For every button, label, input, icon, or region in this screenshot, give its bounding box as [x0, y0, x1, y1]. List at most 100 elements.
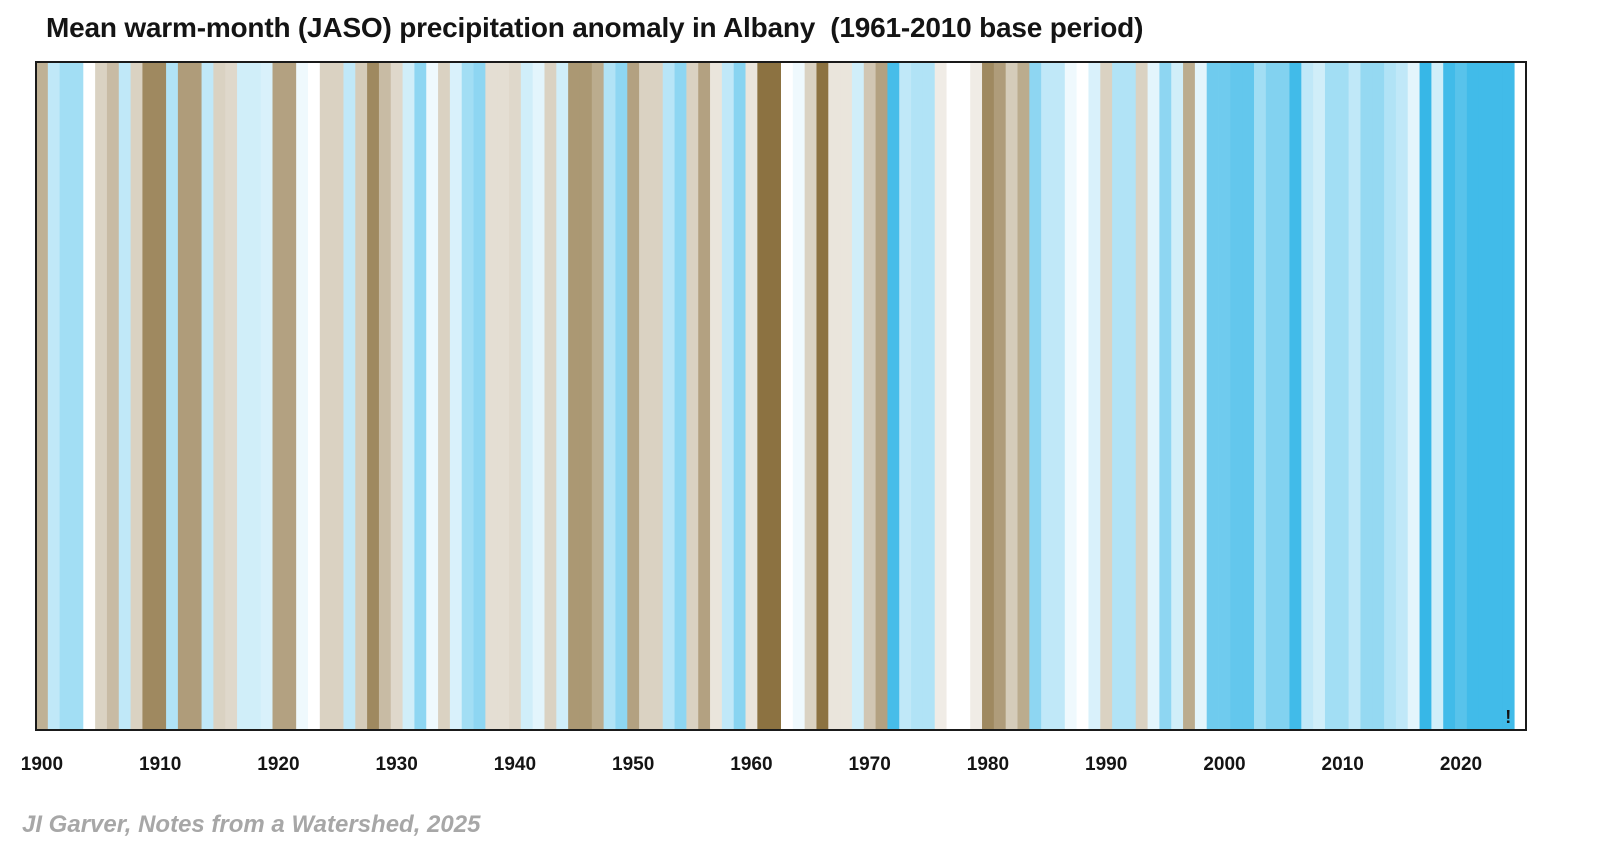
stripe-1971: [875, 62, 888, 730]
stripe-1909: [142, 62, 155, 730]
stripe-1993: [1135, 62, 1148, 730]
stripe-1994: [1147, 62, 1160, 730]
stripe-1941: [520, 62, 534, 730]
stripe-2009: [1324, 62, 1338, 730]
stripe-1972: [887, 62, 900, 730]
stripe-1919: [260, 62, 273, 730]
stripe-2023: [1490, 62, 1503, 730]
stripe-1942: [532, 62, 545, 730]
stripe-1999: [1206, 62, 1219, 730]
stripe-1907: [118, 62, 132, 730]
stripe-1949: [615, 62, 628, 730]
stripe-1970: [863, 62, 877, 730]
x-tick-label-1930: 1930: [376, 754, 418, 775]
stripe-1922: [296, 62, 309, 730]
stripe-1929: [378, 62, 392, 730]
chart-title: Mean warm-month (JASO) precipitation ano…: [46, 12, 1144, 43]
stripe-1930: [390, 62, 403, 730]
stripe-1928: [367, 62, 380, 730]
stripe-1990: [1100, 62, 1113, 730]
stripe-1948: [603, 62, 616, 730]
stripe-1923: [307, 62, 321, 730]
stripe-1960: [745, 62, 758, 730]
stripe-2006: [1289, 62, 1302, 730]
credit-text: JI Garver, Notes from a Watershed, 2025: [22, 811, 481, 838]
stripe-1986: [1052, 62, 1066, 730]
x-tick-label-1910: 1910: [139, 754, 181, 775]
stripe-1995: [1159, 62, 1172, 730]
stripe-2022: [1478, 62, 1491, 730]
stripe-1905: [95, 62, 108, 730]
stripe-1939: [497, 62, 510, 730]
x-tick-label-1980: 1980: [967, 754, 1009, 775]
stripe-2001: [1230, 62, 1243, 730]
x-tick-label-1960: 1960: [730, 754, 772, 775]
stripe-1946: [579, 62, 593, 730]
stripe-2005: [1277, 62, 1290, 730]
stripe-1916: [225, 62, 238, 730]
stripe-1966: [816, 62, 829, 730]
stripe-1925: [331, 62, 344, 730]
stripe-2021: [1466, 62, 1480, 730]
stripe-1943: [544, 62, 557, 730]
stripe-2000: [1218, 62, 1231, 730]
stripe-1957: [710, 62, 723, 730]
x-tick-label-1970: 1970: [849, 754, 891, 775]
stripe-2019: [1443, 62, 1456, 730]
stripe-1964: [792, 62, 806, 730]
stripe-1982: [1005, 62, 1018, 730]
stripe-1903: [71, 62, 84, 730]
stripe-1918: [248, 62, 262, 730]
stripe-1912: [177, 62, 191, 730]
stripe-2024: [1502, 62, 1515, 730]
stripe-1959: [733, 62, 746, 730]
stripe-1944: [556, 62, 569, 730]
stripe-2016: [1407, 62, 1420, 730]
x-tick-label-1900: 1900: [21, 754, 63, 775]
stripe-1977: [946, 62, 959, 730]
stripe-1920: [272, 62, 285, 730]
stripe-1947: [591, 62, 605, 730]
stripe-1997: [1183, 62, 1196, 730]
stripe-1998: [1194, 62, 1208, 730]
stripe-1985: [1041, 62, 1054, 730]
stripe-2007: [1301, 62, 1314, 730]
x-tick-label-1940: 1940: [494, 754, 536, 775]
stripe-1926: [343, 62, 356, 730]
stripe-1983: [1017, 62, 1030, 730]
stripe-1906: [106, 62, 120, 730]
stripe-2008: [1313, 62, 1326, 730]
stripe-1904: [83, 62, 96, 730]
stripe-1910: [154, 62, 167, 730]
stripe-1954: [674, 62, 687, 730]
stripe-2012: [1360, 62, 1373, 730]
stripe-1965: [804, 62, 817, 730]
stripe-1917: [237, 62, 250, 730]
stripes-layer: [36, 62, 1515, 730]
stripe-1975: [922, 62, 936, 730]
stripe-1937: [473, 62, 486, 730]
stripe-1955: [686, 62, 699, 730]
stripe-1969: [851, 62, 865, 730]
stripe-2020: [1455, 62, 1468, 730]
stripe-1958: [721, 62, 735, 730]
stripe-1927: [355, 62, 368, 730]
stripe-1908: [130, 62, 143, 730]
stripe-1934: [438, 62, 451, 730]
stripe-1968: [840, 62, 853, 730]
x-tick-label-2010: 2010: [1322, 754, 1364, 775]
stripe-1936: [461, 62, 474, 730]
x-tick-label-1990: 1990: [1085, 754, 1127, 775]
stripe-2004: [1265, 62, 1279, 730]
stripe-1981: [993, 62, 1007, 730]
stripe-1940: [509, 62, 522, 730]
x-axis: 1900 1910 1920 1930 1940 1950 1960 1970 1980 1990…: [21, 754, 1482, 775]
stripe-1913: [189, 62, 202, 730]
stripe-1979: [970, 62, 983, 730]
stripe-1996: [1171, 62, 1184, 730]
stripe-1915: [213, 62, 226, 730]
stripe-1901: [47, 62, 61, 730]
stripe-2011: [1348, 62, 1361, 730]
stripe-2015: [1395, 62, 1409, 730]
stripe-1988: [1076, 62, 1089, 730]
